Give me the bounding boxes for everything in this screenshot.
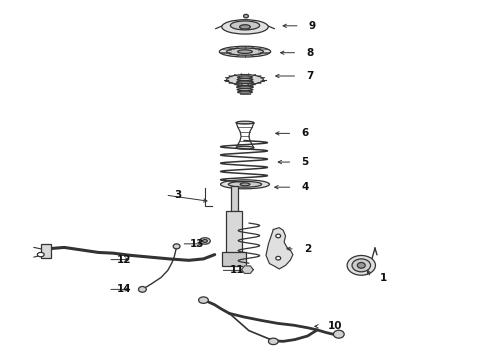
Text: 12: 12	[117, 255, 131, 265]
Ellipse shape	[240, 183, 250, 186]
Ellipse shape	[244, 14, 248, 18]
Text: 4: 4	[301, 182, 309, 192]
Ellipse shape	[37, 252, 44, 257]
Ellipse shape	[230, 21, 260, 30]
Ellipse shape	[238, 76, 252, 78]
Ellipse shape	[245, 268, 249, 271]
Ellipse shape	[237, 89, 253, 91]
Ellipse shape	[352, 259, 370, 272]
Text: 3: 3	[174, 190, 181, 200]
Ellipse shape	[269, 338, 278, 345]
Ellipse shape	[236, 121, 254, 124]
Text: 1: 1	[379, 273, 387, 283]
Ellipse shape	[238, 50, 252, 53]
Text: 2: 2	[304, 244, 311, 254]
Text: 13: 13	[190, 239, 205, 249]
Ellipse shape	[347, 256, 375, 275]
Ellipse shape	[227, 75, 263, 85]
Ellipse shape	[236, 146, 254, 149]
Bar	[41, 244, 50, 258]
Ellipse shape	[237, 86, 253, 88]
Ellipse shape	[276, 256, 281, 260]
Ellipse shape	[240, 25, 250, 29]
Ellipse shape	[237, 78, 253, 81]
Ellipse shape	[199, 238, 210, 244]
Bar	[231, 186, 238, 212]
Ellipse shape	[198, 297, 208, 303]
Text: 6: 6	[301, 129, 308, 138]
Text: 9: 9	[309, 21, 316, 31]
Text: 7: 7	[306, 71, 314, 81]
Ellipse shape	[139, 287, 147, 292]
Ellipse shape	[173, 244, 180, 249]
Polygon shape	[242, 266, 253, 273]
Ellipse shape	[220, 180, 270, 189]
Text: 14: 14	[117, 284, 132, 294]
Ellipse shape	[227, 48, 263, 55]
Ellipse shape	[236, 84, 254, 86]
Ellipse shape	[333, 330, 344, 338]
Ellipse shape	[237, 81, 253, 83]
Text: 8: 8	[306, 48, 313, 58]
Ellipse shape	[228, 181, 262, 187]
Bar	[226, 211, 242, 253]
Bar	[222, 252, 246, 266]
Ellipse shape	[238, 91, 252, 93]
Ellipse shape	[238, 78, 252, 81]
Ellipse shape	[220, 46, 270, 57]
Ellipse shape	[222, 20, 268, 34]
Ellipse shape	[202, 239, 207, 242]
Polygon shape	[266, 228, 293, 269]
Ellipse shape	[357, 262, 365, 268]
Ellipse shape	[276, 234, 281, 238]
Text: 5: 5	[301, 157, 308, 167]
Text: 11: 11	[229, 265, 244, 275]
Text: 10: 10	[328, 321, 343, 331]
Bar	[240, 74, 250, 94]
